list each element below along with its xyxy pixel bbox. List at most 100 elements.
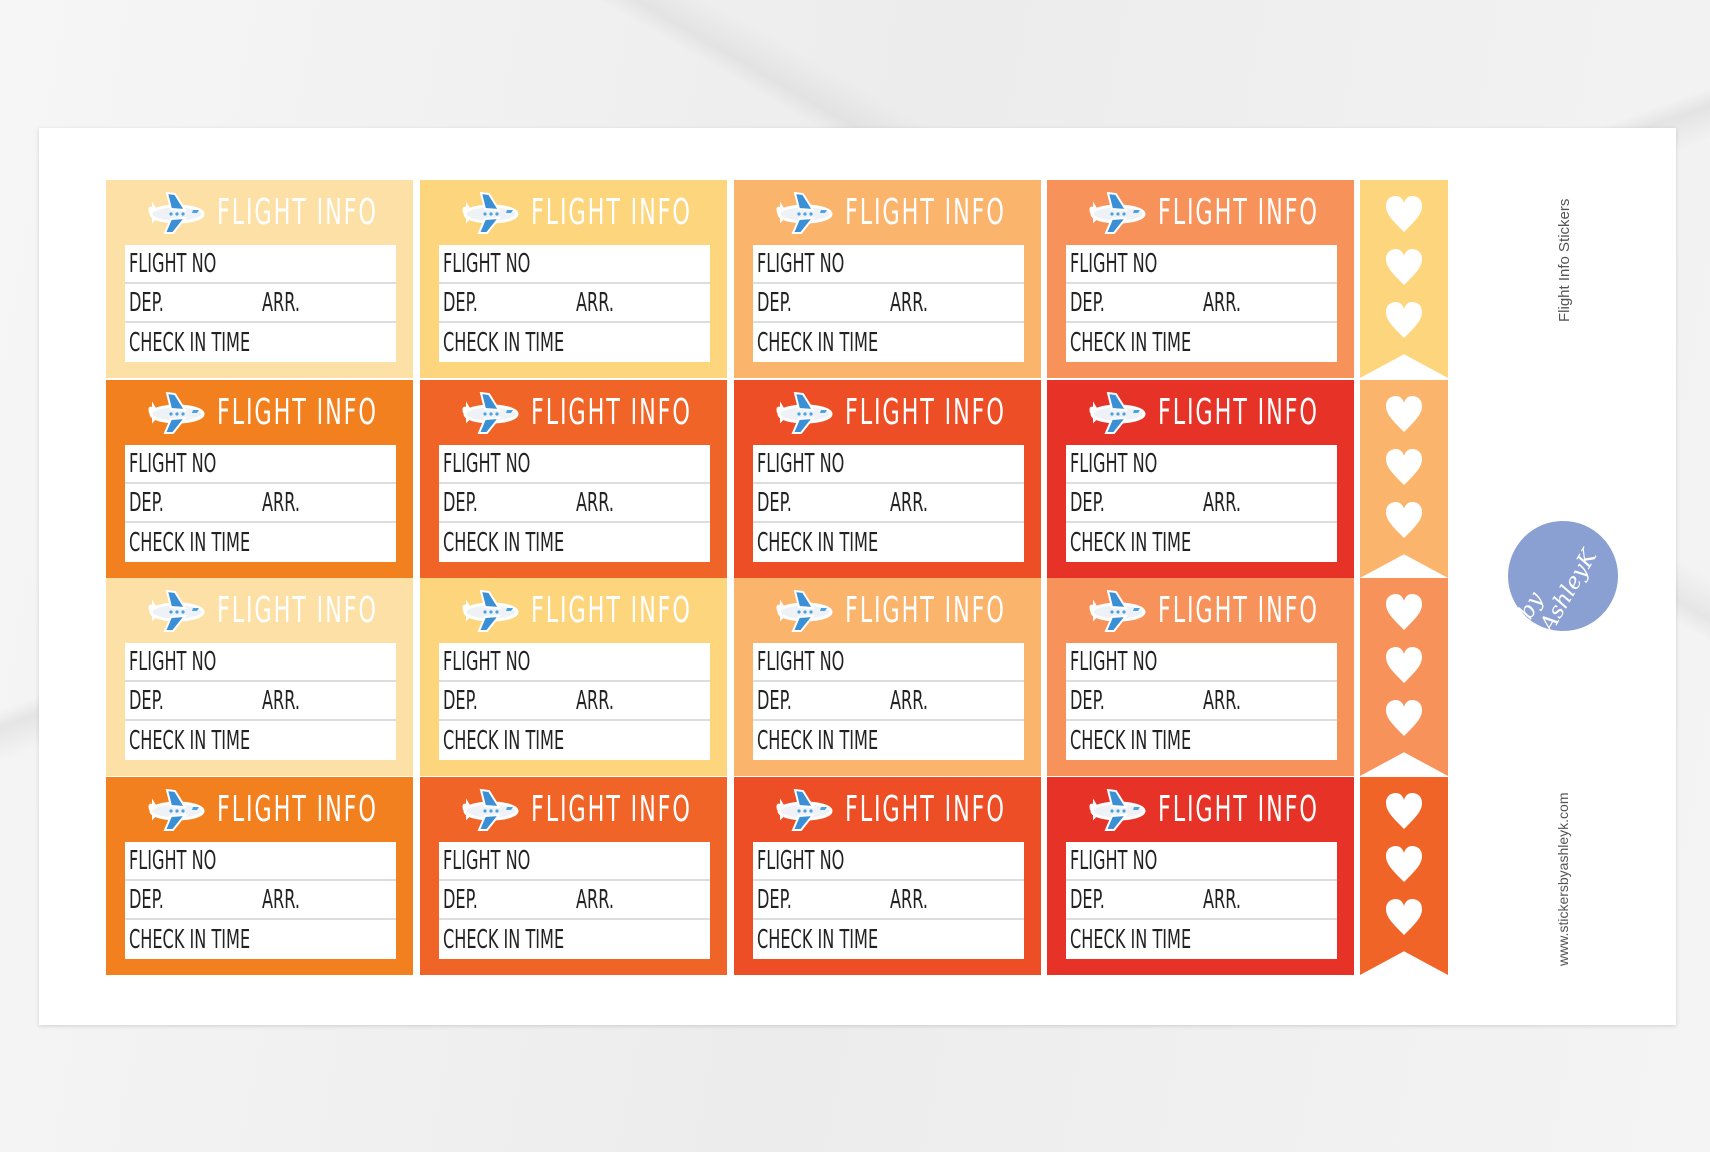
dep-label: DEP. — [757, 884, 792, 915]
airplane-icon — [776, 391, 832, 434]
info-box: FLIGHT NO DEP. ARR. CHECK IN TIME — [439, 842, 710, 959]
flight-no-label: FLIGHT NO — [757, 448, 845, 479]
heart-icon — [1386, 700, 1422, 736]
heart-icon — [1386, 793, 1422, 829]
airplane-icon — [1089, 589, 1145, 632]
flight-no-label: FLIGHT NO — [1070, 248, 1158, 279]
flight-no-row: FLIGHT NO — [439, 643, 710, 682]
dep-label: DEP. — [1070, 685, 1105, 716]
sticker-header: FLIGHT INFO — [734, 578, 1041, 643]
check-in-label: CHECK IN TIME — [129, 924, 251, 955]
logo-text: by AshleyK — [1513, 545, 1603, 637]
airplane-icon — [148, 589, 204, 632]
check-in-label: CHECK IN TIME — [757, 327, 879, 358]
arr-label: ARR. — [890, 884, 928, 915]
airplane-icon — [148, 788, 204, 831]
sticker-heading: FLIGHT INFO — [216, 789, 378, 830]
check-in-row: CHECK IN TIME — [1066, 523, 1337, 562]
check-in-row: CHECK IN TIME — [753, 721, 1024, 760]
check-in-label: CHECK IN TIME — [1070, 527, 1192, 558]
flight-info-sticker: FLIGHT INFO FLIGHT NO DEP. ARR. CHECK IN … — [1047, 180, 1354, 378]
dep-arr-row: DEP. ARR. — [1066, 484, 1337, 523]
arr-label: ARR. — [262, 884, 300, 915]
dep-arr-row: DEP. ARR. — [125, 881, 396, 920]
flight-no-label: FLIGHT NO — [757, 845, 845, 876]
dep-label: DEP. — [757, 287, 792, 318]
sticker-heading: FLIGHT INFO — [844, 590, 1006, 631]
info-box: FLIGHT NO DEP. ARR. CHECK IN TIME — [439, 245, 710, 362]
arr-label: ARR. — [1203, 487, 1241, 518]
sticker-heading: FLIGHT INFO — [216, 192, 378, 233]
check-in-row: CHECK IN TIME — [753, 323, 1024, 362]
dep-arr-row: DEP. ARR. — [125, 484, 396, 523]
dep-arr-row: DEP. ARR. — [753, 881, 1024, 920]
airplane-icon — [776, 191, 832, 234]
check-in-row: CHECK IN TIME — [439, 721, 710, 760]
arr-label: ARR. — [262, 287, 300, 318]
airplane-icon — [462, 391, 518, 434]
info-box: FLIGHT NO DEP. ARR. CHECK IN TIME — [1066, 445, 1337, 562]
sticker-header: FLIGHT INFO — [106, 380, 413, 445]
sticker-heading: FLIGHT INFO — [1157, 789, 1319, 830]
sticker-heading: FLIGHT INFO — [530, 192, 692, 233]
sticker-heading: FLIGHT INFO — [1157, 590, 1319, 631]
flight-no-row: FLIGHT NO — [753, 842, 1024, 881]
check-in-row: CHECK IN TIME — [1066, 721, 1337, 760]
sticker-heading: FLIGHT INFO — [530, 392, 692, 433]
arr-label: ARR. — [1203, 884, 1241, 915]
check-in-label: CHECK IN TIME — [757, 725, 879, 756]
flight-no-row: FLIGHT NO — [439, 245, 710, 284]
check-in-label: CHECK IN TIME — [1070, 924, 1192, 955]
dep-label: DEP. — [129, 287, 164, 318]
flight-info-sticker: FLIGHT INFO FLIGHT NO DEP. ARR. CHECK IN … — [420, 777, 727, 975]
flight-info-sticker: FLIGHT INFO FLIGHT NO DEP. ARR. CHECK IN … — [106, 180, 413, 378]
airplane-icon — [1089, 788, 1145, 831]
info-box: FLIGHT NO DEP. ARR. CHECK IN TIME — [1066, 245, 1337, 362]
flight-no-row: FLIGHT NO — [125, 245, 396, 284]
check-in-label: CHECK IN TIME — [757, 924, 879, 955]
flight-info-sticker: FLIGHT INFO FLIGHT NO DEP. ARR. CHECK IN … — [1047, 578, 1354, 776]
check-in-label: CHECK IN TIME — [757, 527, 879, 558]
flight-no-row: FLIGHT NO — [1066, 445, 1337, 484]
flight-info-sticker: FLIGHT INFO FLIGHT NO DEP. ARR. CHECK IN … — [734, 578, 1041, 776]
sticker-header: FLIGHT INFO — [1047, 180, 1354, 245]
arr-label: ARR. — [576, 487, 614, 518]
sticker-header: FLIGHT INFO — [420, 180, 727, 245]
flight-info-sticker: FLIGHT INFO FLIGHT NO DEP. ARR. CHECK IN … — [420, 180, 727, 378]
check-in-label: CHECK IN TIME — [443, 725, 565, 756]
info-box: FLIGHT NO DEP. ARR. CHECK IN TIME — [753, 445, 1024, 562]
airplane-icon — [776, 788, 832, 831]
heart-icon — [1386, 502, 1422, 538]
sticker-header: FLIGHT INFO — [1047, 578, 1354, 643]
check-in-row: CHECK IN TIME — [125, 721, 396, 760]
check-in-label: CHECK IN TIME — [443, 924, 565, 955]
sticker-heading: FLIGHT INFO — [216, 392, 378, 433]
heart-icon — [1386, 249, 1422, 285]
dep-arr-row: DEP. ARR. — [1066, 284, 1337, 323]
dep-arr-row: DEP. ARR. — [125, 284, 396, 323]
dep-label: DEP. — [1070, 487, 1105, 518]
dep-arr-row: DEP. ARR. — [753, 484, 1024, 523]
flight-no-label: FLIGHT NO — [443, 248, 531, 279]
flight-no-label: FLIGHT NO — [757, 248, 845, 279]
arr-label: ARR. — [1203, 685, 1241, 716]
airplane-icon — [776, 589, 832, 632]
heart-icon — [1386, 196, 1422, 232]
check-in-row: CHECK IN TIME — [439, 920, 710, 959]
heart-icon — [1386, 396, 1422, 432]
flight-info-sticker: FLIGHT INFO FLIGHT NO DEP. ARR. CHECK IN … — [420, 380, 727, 578]
flight-info-sticker: FLIGHT INFO FLIGHT NO DEP. ARR. CHECK IN … — [106, 777, 413, 975]
info-box: FLIGHT NO DEP. ARR. CHECK IN TIME — [439, 445, 710, 562]
flight-no-label: FLIGHT NO — [129, 448, 217, 479]
dep-arr-row: DEP. ARR. — [125, 682, 396, 721]
arr-label: ARR. — [576, 884, 614, 915]
check-in-label: CHECK IN TIME — [129, 725, 251, 756]
airplane-icon — [148, 191, 204, 234]
airplane-icon — [1089, 391, 1145, 434]
info-box: FLIGHT NO DEP. ARR. CHECK IN TIME — [125, 842, 396, 959]
dep-label: DEP. — [1070, 287, 1105, 318]
info-box: FLIGHT NO DEP. ARR. CHECK IN TIME — [1066, 842, 1337, 959]
info-box: FLIGHT NO DEP. ARR. CHECK IN TIME — [753, 643, 1024, 760]
dep-label: DEP. — [129, 884, 164, 915]
sticker-heading: FLIGHT INFO — [530, 789, 692, 830]
